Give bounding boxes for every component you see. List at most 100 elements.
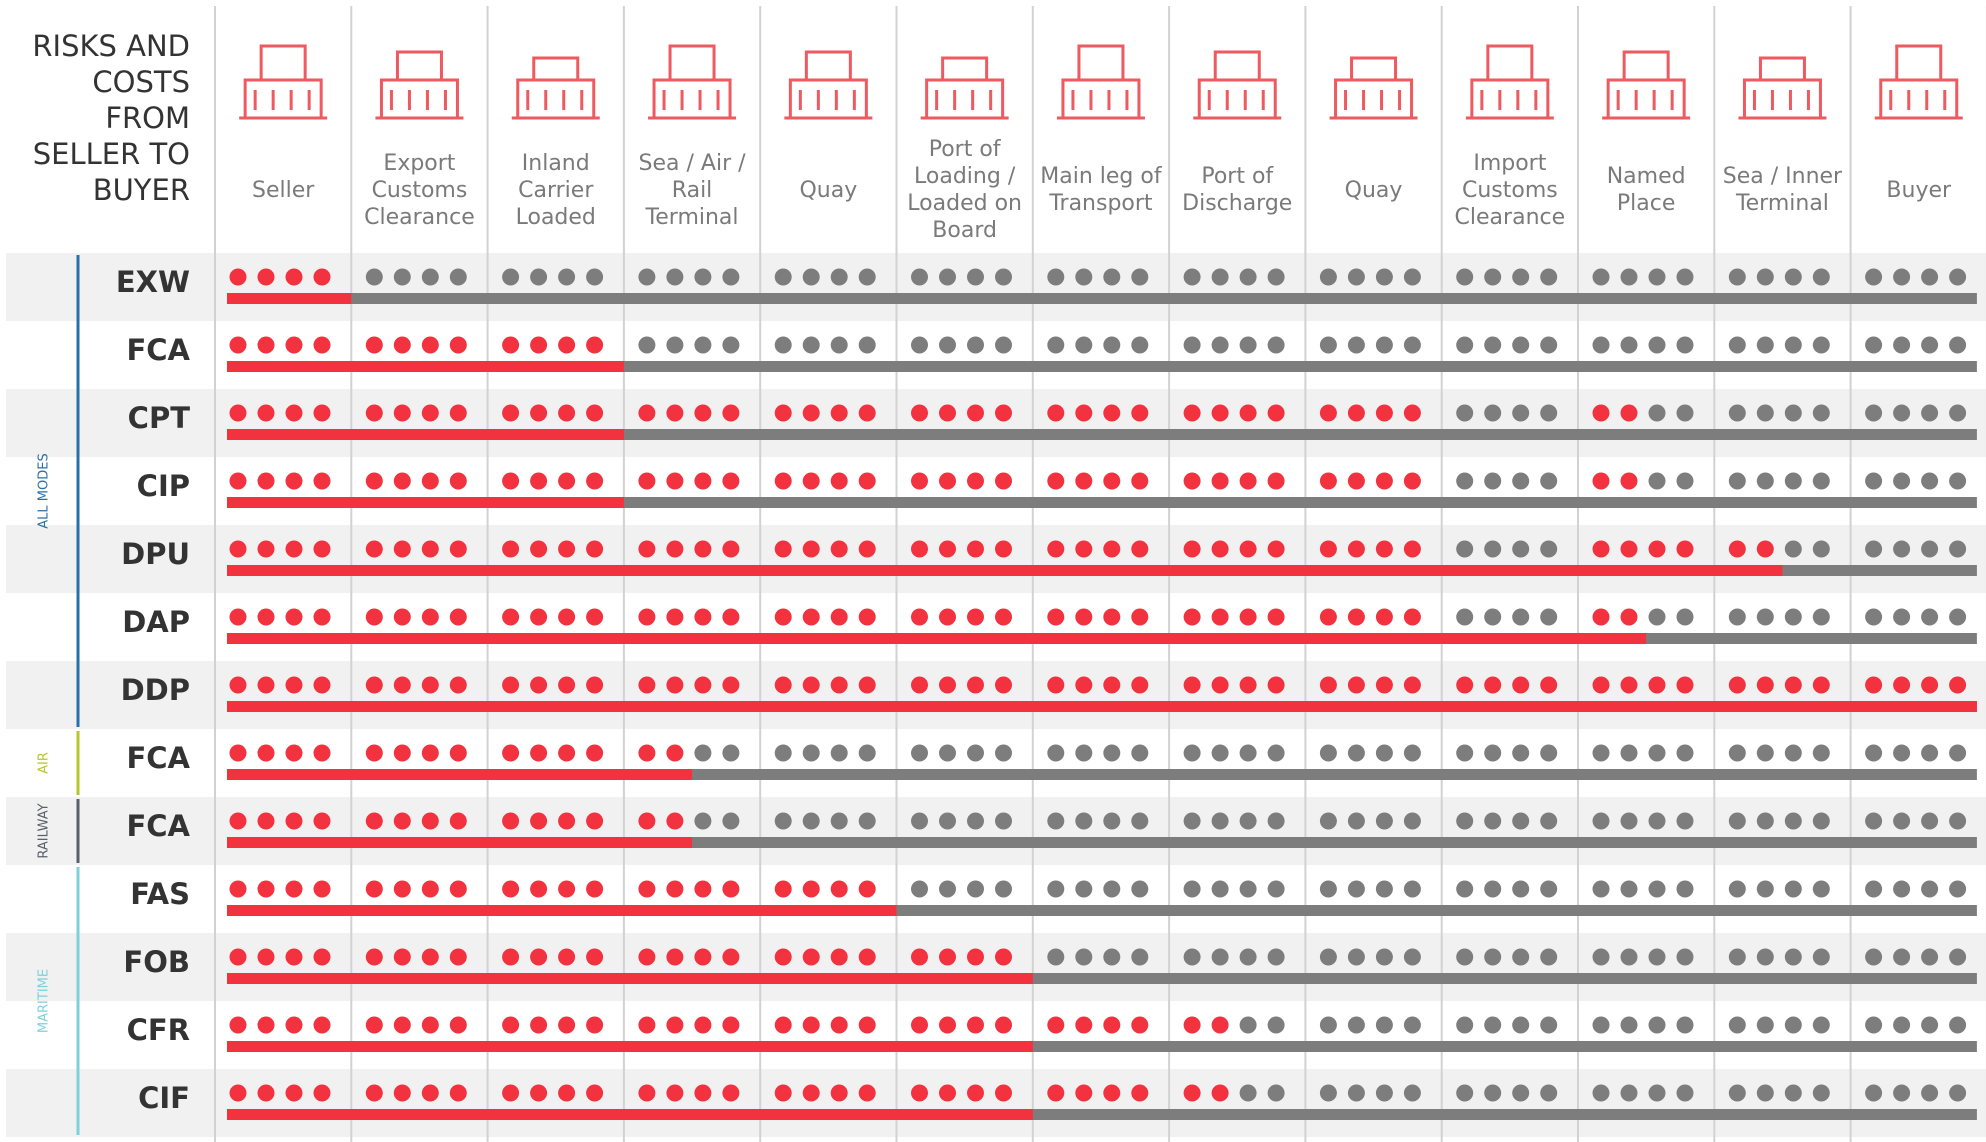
dot <box>995 541 1012 558</box>
dot <box>1593 269 1610 286</box>
row-band <box>6 525 1986 593</box>
dot <box>1212 269 1229 286</box>
dot <box>1677 541 1694 558</box>
cost-dots <box>638 337 739 354</box>
dot <box>694 677 711 694</box>
dot <box>586 405 603 422</box>
dot <box>558 405 575 422</box>
dot <box>1268 813 1285 830</box>
dot <box>286 405 303 422</box>
dot <box>1348 1085 1365 1102</box>
dot <box>1512 881 1529 898</box>
dot <box>1212 677 1229 694</box>
dot <box>1047 1017 1064 1034</box>
dot <box>967 541 984 558</box>
dot <box>967 609 984 626</box>
incoterm: FCA <box>126 333 190 367</box>
dot <box>1677 337 1694 354</box>
dot <box>258 337 275 354</box>
dot <box>1621 1017 1638 1034</box>
dot <box>586 609 603 626</box>
column-label: Import Customs Clearance <box>1445 135 1575 245</box>
dot <box>666 609 683 626</box>
cost-dots <box>366 1017 467 1034</box>
dot <box>286 881 303 898</box>
dot <box>939 881 956 898</box>
dot <box>314 949 331 966</box>
cost-dots <box>1047 609 1148 626</box>
column-label: Named Place <box>1581 135 1711 245</box>
dot <box>1103 813 1120 830</box>
dot <box>1376 541 1393 558</box>
dot <box>1621 1085 1638 1102</box>
dot <box>859 1017 876 1034</box>
dot <box>422 609 439 626</box>
cost-dots <box>230 609 331 626</box>
dot <box>1677 949 1694 966</box>
dot <box>502 881 519 898</box>
incoterm: DDP <box>121 673 190 707</box>
dot <box>1593 541 1610 558</box>
dot <box>1240 949 1257 966</box>
dot <box>502 1017 519 1034</box>
dot <box>450 541 467 558</box>
dot <box>939 269 956 286</box>
dot <box>1348 949 1365 966</box>
dot <box>286 745 303 762</box>
dot <box>586 881 603 898</box>
dot <box>831 609 848 626</box>
dot <box>775 405 792 422</box>
cost-dots <box>1593 473 1694 490</box>
dot <box>394 269 411 286</box>
dot <box>831 541 848 558</box>
dot <box>366 677 383 694</box>
dot <box>1921 337 1938 354</box>
dot <box>1103 1017 1120 1034</box>
dot <box>722 1017 739 1034</box>
dot <box>995 949 1012 966</box>
seller-risk-bar <box>227 701 1977 712</box>
dot <box>775 1017 792 1034</box>
dot <box>1785 949 1802 966</box>
incoterm: DPU <box>121 537 190 571</box>
incoterm: CPT <box>128 401 191 435</box>
dot <box>366 541 383 558</box>
dot <box>694 473 711 490</box>
column-icon <box>1466 46 1554 118</box>
dot <box>803 1017 820 1034</box>
dot <box>1512 269 1529 286</box>
dot <box>1649 337 1666 354</box>
dot <box>1212 609 1229 626</box>
dot <box>1348 881 1365 898</box>
dot <box>1484 473 1501 490</box>
dot <box>1865 473 1882 490</box>
dot <box>230 541 247 558</box>
dot <box>967 473 984 490</box>
dot <box>1893 337 1910 354</box>
column-label: Quay <box>1309 135 1439 245</box>
dot <box>258 745 275 762</box>
dot <box>1103 337 1120 354</box>
cost-dots <box>911 609 1012 626</box>
dot <box>803 813 820 830</box>
dot <box>1456 745 1473 762</box>
dot <box>1893 541 1910 558</box>
dot <box>666 269 683 286</box>
dot <box>258 1017 275 1034</box>
dot <box>694 337 711 354</box>
dot <box>831 1017 848 1034</box>
dot <box>586 677 603 694</box>
dot <box>1813 1017 1830 1034</box>
dot <box>1921 881 1938 898</box>
dot <box>1184 609 1201 626</box>
dot <box>314 541 331 558</box>
cost-dots <box>502 609 603 626</box>
dot <box>1593 881 1610 898</box>
dot <box>722 337 739 354</box>
dot <box>1540 677 1557 694</box>
column-icon <box>375 52 463 118</box>
dot <box>394 1017 411 1034</box>
dot <box>1404 677 1421 694</box>
dot <box>1456 677 1473 694</box>
dot <box>1103 405 1120 422</box>
